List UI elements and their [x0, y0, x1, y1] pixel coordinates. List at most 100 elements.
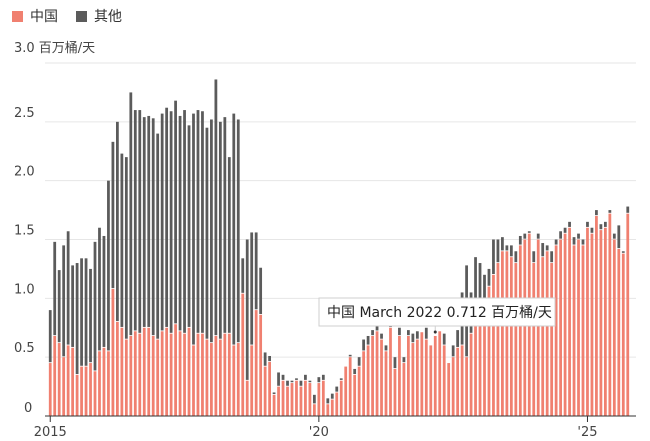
bar-other[interactable] — [218, 121, 222, 339]
bar-china[interactable] — [398, 335, 401, 416]
bar-china[interactable] — [599, 230, 603, 416]
bar-china[interactable] — [263, 366, 267, 416]
bar-china[interactable] — [75, 374, 79, 416]
bar-china[interactable] — [612, 239, 616, 417]
bar-other[interactable] — [48, 310, 52, 363]
bar-other[interactable] — [232, 113, 236, 345]
bar-china[interactable] — [254, 310, 258, 416]
bar-china[interactable] — [57, 343, 61, 416]
bar-other[interactable] — [317, 377, 321, 383]
bar-other[interactable] — [380, 333, 383, 339]
bar-china[interactable] — [259, 314, 263, 416]
bar-china[interactable] — [456, 347, 460, 416]
bar-other[interactable] — [80, 258, 83, 366]
bar-other[interactable] — [527, 231, 531, 233]
bar-other[interactable] — [124, 157, 128, 339]
bar-other[interactable] — [554, 239, 558, 245]
bar-other[interactable] — [183, 110, 186, 333]
bar-china[interactable] — [581, 245, 585, 416]
bar-other[interactable] — [174, 100, 177, 324]
bar-other[interactable] — [339, 378, 343, 380]
bar-china[interactable] — [124, 339, 128, 416]
bar-china[interactable] — [151, 335, 155, 416]
bar-china[interactable] — [532, 263, 536, 416]
bar-china[interactable] — [362, 351, 366, 416]
bar-china[interactable] — [433, 335, 437, 416]
bar-other[interactable] — [241, 258, 245, 293]
bar-china[interactable] — [366, 345, 370, 416]
bar-china[interactable] — [389, 327, 392, 416]
bar-china[interactable] — [201, 333, 204, 416]
bar-china[interactable] — [603, 227, 607, 416]
bar-china[interactable] — [93, 371, 97, 416]
bar-china[interactable] — [116, 321, 119, 416]
bar-other[interactable] — [532, 251, 536, 263]
bar-other[interactable] — [384, 345, 388, 351]
bar-other[interactable] — [187, 125, 191, 327]
bar-china[interactable] — [402, 363, 406, 416]
bar-china[interactable] — [577, 239, 580, 417]
bar-other[interactable] — [595, 210, 598, 216]
bar-other[interactable] — [550, 251, 554, 263]
bar-other[interactable] — [196, 110, 200, 333]
bar-other[interactable] — [156, 133, 160, 339]
bar-china[interactable] — [102, 347, 106, 416]
bar-china[interactable] — [98, 351, 101, 416]
bar-china[interactable] — [568, 227, 571, 416]
bar-china[interactable] — [424, 339, 428, 416]
bar-other[interactable] — [509, 245, 513, 257]
bar-china[interactable] — [608, 213, 612, 416]
bar-other[interactable] — [536, 233, 540, 239]
bar-china[interactable] — [66, 345, 70, 416]
bar-other[interactable] — [518, 235, 522, 245]
bar-other[interactable] — [559, 231, 562, 239]
bar-other[interactable] — [330, 393, 334, 399]
bar-china[interactable] — [268, 361, 271, 416]
bar-china[interactable] — [407, 335, 410, 416]
bar-china[interactable] — [308, 383, 312, 416]
bar-other[interactable] — [362, 339, 366, 351]
bar-china[interactable] — [523, 239, 527, 417]
bar-china[interactable] — [241, 293, 245, 416]
bar-other[interactable] — [254, 232, 258, 310]
bar-other[interactable] — [568, 221, 571, 227]
bar-china[interactable] — [487, 286, 491, 416]
bar-china[interactable] — [160, 331, 164, 416]
bar-other[interactable] — [487, 268, 491, 286]
bar-other[interactable] — [133, 110, 137, 331]
bar-other[interactable] — [505, 245, 509, 251]
bar-other[interactable] — [151, 118, 155, 336]
bar-other[interactable] — [357, 357, 361, 366]
bar-other[interactable] — [236, 119, 240, 343]
bar-other[interactable] — [84, 258, 88, 366]
bar-other[interactable] — [214, 79, 218, 336]
bar-other[interactable] — [366, 335, 370, 345]
bar-other[interactable] — [478, 263, 482, 298]
bar-china[interactable] — [48, 363, 52, 416]
bar-china[interactable] — [299, 386, 303, 416]
bar-china[interactable] — [286, 386, 289, 416]
bar-china[interactable] — [192, 345, 195, 416]
bar-other[interactable] — [272, 392, 276, 395]
bar-other[interactable] — [169, 111, 173, 333]
bar-china[interactable] — [501, 251, 504, 416]
bar-other[interactable] — [138, 110, 142, 333]
bar-other[interactable] — [268, 355, 271, 362]
bar-china[interactable] — [518, 245, 522, 416]
bar-china[interactable] — [178, 331, 182, 416]
bar-china[interactable] — [447, 363, 451, 416]
bar-other[interactable] — [66, 231, 70, 345]
bar-other[interactable] — [545, 245, 549, 251]
bar-other[interactable] — [375, 325, 379, 331]
bar-other[interactable] — [62, 245, 66, 357]
bar-china[interactable] — [460, 345, 464, 416]
bar-china[interactable] — [559, 239, 562, 417]
bar-china[interactable] — [380, 339, 383, 416]
bar-other[interactable] — [75, 263, 79, 375]
bar-other[interactable] — [107, 180, 110, 351]
bar-china[interactable] — [272, 394, 276, 416]
bar-other[interactable] — [603, 221, 607, 227]
bar-other[interactable] — [501, 237, 504, 251]
bar-china[interactable] — [133, 331, 137, 416]
bar-china[interactable] — [586, 227, 589, 416]
